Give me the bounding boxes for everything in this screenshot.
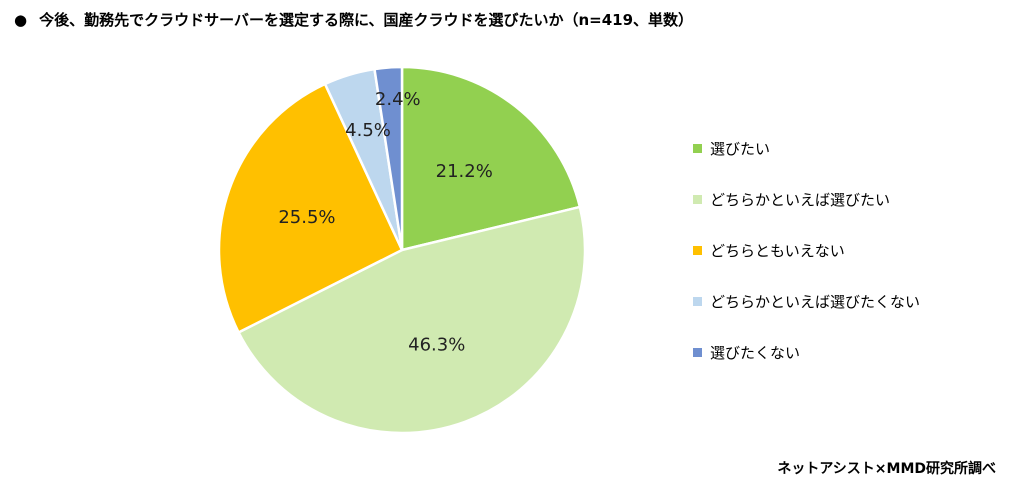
data-label: 46.3% (408, 334, 465, 355)
legend-label: どちらかといえば選びたくない (710, 293, 921, 311)
legend: 選びたい どちらかといえば選びたい どちらともいえない どちらかといえば選びたく… (693, 138, 920, 393)
legend-item: どちらかといえば選びたくない (693, 291, 920, 342)
chart-title: ● 今後、勤務先でクラウドサーバーを選定する際に、国産クラウドを選びたいか（n=4… (14, 9, 693, 30)
pie-slice (373, 65, 404, 251)
legend-swatch (693, 348, 702, 357)
data-label: 4.5% (345, 120, 391, 141)
legend-label: どちらかといえば選びたい (710, 191, 891, 209)
legend-swatch (693, 144, 702, 153)
legend-item: どちらともいえない (693, 240, 920, 291)
legend-item: 選びたくない (693, 342, 920, 393)
title-text: 今後、勤務先でクラウドサーバーを選定する際に、国産クラウドを選びたいか（n=41… (39, 11, 694, 29)
legend-label: どちらともいえない (710, 242, 845, 260)
legend-swatch (693, 297, 702, 306)
legend-item: どちらかといえば選びたい (693, 189, 920, 240)
legend-swatch (693, 246, 702, 255)
data-label: 25.5% (278, 207, 335, 228)
pie-slice (400, 65, 582, 252)
source-credit: ネットアシスト×MMD研究所調べ (777, 461, 996, 477)
data-label: 21.2% (436, 161, 493, 182)
legend-item: 選びたい (693, 138, 920, 189)
pie-slice (236, 205, 587, 435)
legend-swatch (693, 195, 702, 204)
legend-label: 選びたくない (710, 344, 801, 362)
legend-label: 選びたい (710, 140, 771, 158)
title-bullet-icon: ● (14, 11, 28, 29)
data-label: 2.4% (375, 89, 421, 110)
pie-slice (217, 82, 404, 335)
